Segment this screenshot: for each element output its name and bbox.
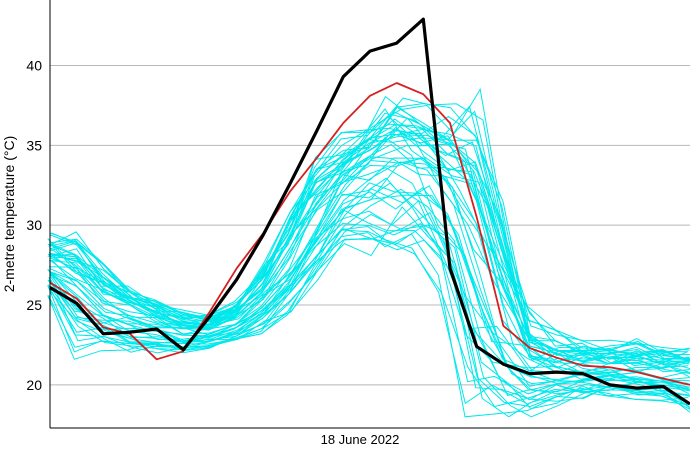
ensemble-member-line <box>47 112 688 365</box>
y-tick-label: 25 <box>26 297 42 313</box>
ensemble-member-line <box>48 105 689 360</box>
ensemble-member-line <box>51 145 690 381</box>
ensemble-member-line <box>50 188 690 405</box>
ensemble-member-line <box>48 143 690 374</box>
ensemble-member-line <box>50 185 690 393</box>
ensemble-member-line <box>49 228 690 408</box>
y-tick-label: 20 <box>26 377 42 393</box>
observed-temperature-line <box>49 17 690 406</box>
x-axis-label: 18 June 2022 <box>321 432 400 447</box>
ensemble-member-line <box>50 211 690 418</box>
ensemble-member-line <box>47 136 688 379</box>
y-tick-labels: 20 25 30 35 40 <box>26 57 42 392</box>
axes <box>49 0 690 429</box>
y-tick-label: 40 <box>26 57 42 73</box>
ensemble-member-line <box>49 156 690 371</box>
ensemble-member-line <box>47 177 689 388</box>
ensemble-member-line <box>48 222 690 401</box>
ensemble-member-line <box>50 206 690 418</box>
forecast-series <box>49 17 690 406</box>
ensemble-member-line <box>48 137 690 362</box>
ensemble-member-line <box>49 133 690 365</box>
ensemble-member-line <box>50 134 690 366</box>
control-forecast-line <box>49 82 690 386</box>
y-axis-title: 2-metre temperature (°C) <box>1 136 17 293</box>
ensemble-member-line <box>49 128 690 373</box>
ensemble-members <box>47 87 690 418</box>
ensemble-member-line <box>49 128 690 363</box>
ensemble-member-line <box>49 124 690 363</box>
ensemble-member-line <box>47 225 688 406</box>
ensemble-member-line <box>47 232 688 418</box>
ensemble-member-line <box>50 213 690 410</box>
y-tick-label: 35 <box>26 137 42 153</box>
ensemble-member-line <box>49 106 690 355</box>
y-tick-label: 30 <box>26 217 42 233</box>
